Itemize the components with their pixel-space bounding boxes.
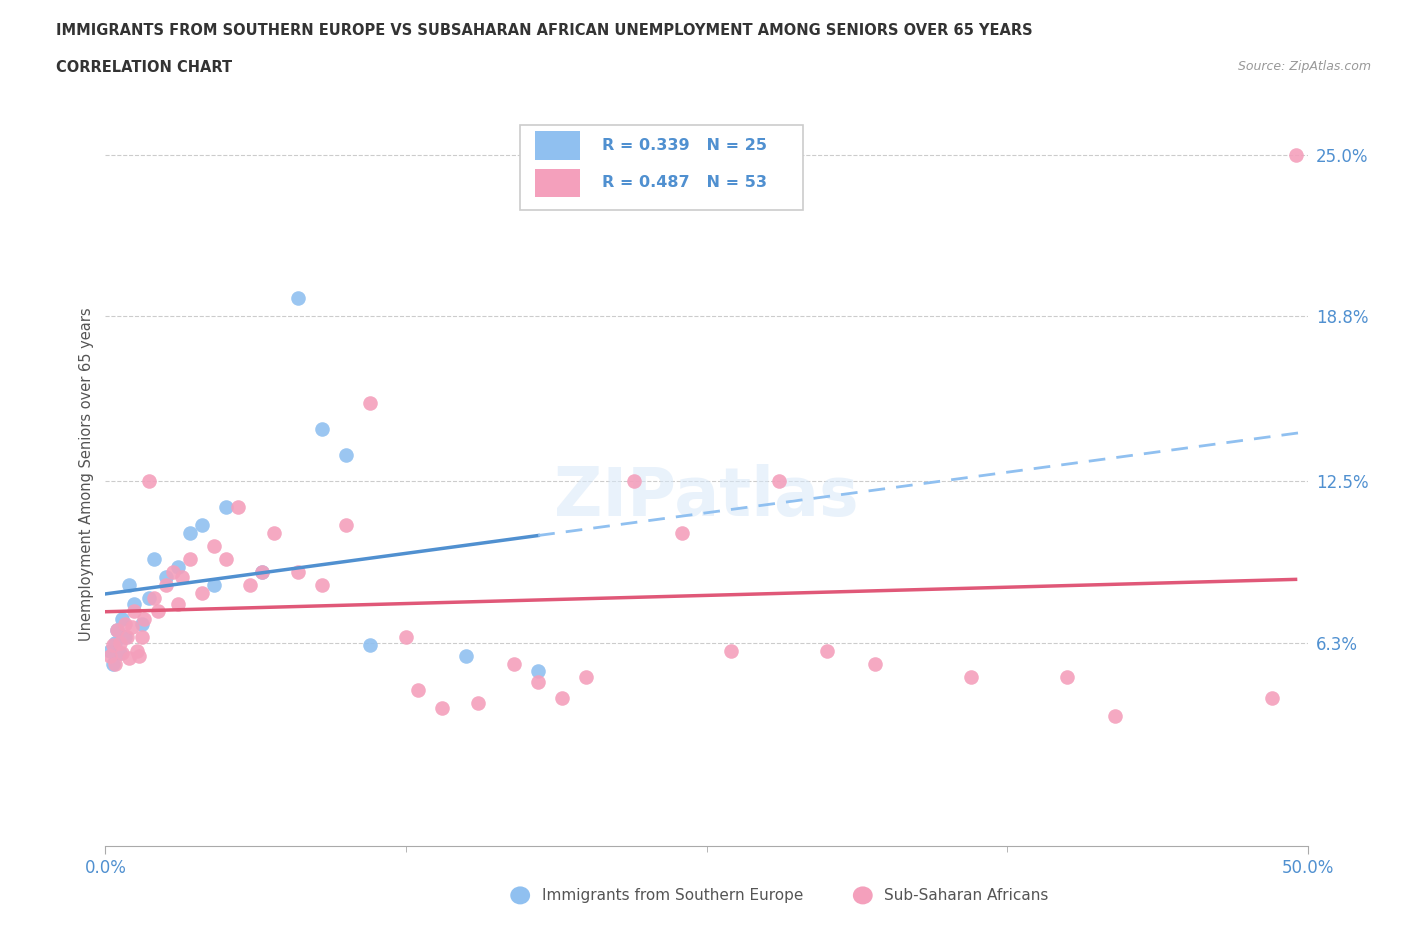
Point <box>214 499 236 514</box>
FancyBboxPatch shape <box>534 168 581 197</box>
Point <box>98 648 121 663</box>
Point <box>162 565 184 579</box>
Point <box>124 596 146 611</box>
Text: Immigrants from Southern Europe: Immigrants from Southern Europe <box>541 888 803 903</box>
Point <box>202 578 225 592</box>
Point <box>155 570 177 585</box>
Point <box>335 518 357 533</box>
Point <box>131 630 153 644</box>
Text: ZIPatlas: ZIPatlas <box>554 464 859 529</box>
Point <box>623 473 645 488</box>
Point <box>118 651 141 666</box>
Text: Source: ZipAtlas.com: Source: ZipAtlas.com <box>1237 60 1371 73</box>
Point <box>311 421 333 436</box>
Point <box>1284 147 1306 162</box>
Point <box>98 643 121 658</box>
Text: IMMIGRANTS FROM SOUTHERN EUROPE VS SUBSAHARAN AFRICAN UNEMPLOYMENT AMONG SENIORS: IMMIGRANTS FROM SOUTHERN EUROPE VS SUBSA… <box>56 23 1033 38</box>
Point <box>359 638 381 653</box>
Text: R = 0.339   N = 25: R = 0.339 N = 25 <box>602 138 766 153</box>
Point <box>863 657 886 671</box>
Point <box>671 525 693 540</box>
Point <box>107 622 129 637</box>
Point <box>155 578 177 592</box>
Point <box>395 630 418 644</box>
Point <box>138 591 160 605</box>
Point <box>132 612 155 627</box>
Text: Sub-Saharan Africans: Sub-Saharan Africans <box>884 888 1049 903</box>
Point <box>250 565 273 579</box>
Point <box>179 525 201 540</box>
Point <box>815 643 838 658</box>
Point <box>527 664 550 679</box>
Point <box>454 648 477 663</box>
Point <box>720 643 742 658</box>
Text: R = 0.487   N = 53: R = 0.487 N = 53 <box>602 175 766 190</box>
Point <box>124 604 146 618</box>
Point <box>575 670 598 684</box>
Point <box>104 657 127 671</box>
Text: CORRELATION CHART: CORRELATION CHART <box>56 60 232 75</box>
Point <box>111 645 134 660</box>
Point <box>172 570 194 585</box>
Point <box>108 635 131 650</box>
Point <box>111 612 134 627</box>
Y-axis label: Unemployment Among Seniors over 65 years: Unemployment Among Seniors over 65 years <box>79 308 94 641</box>
Point <box>166 596 188 611</box>
FancyBboxPatch shape <box>520 125 803 210</box>
Point <box>166 560 188 575</box>
Point <box>768 473 790 488</box>
Point <box>287 565 309 579</box>
Point <box>125 643 148 658</box>
Point <box>239 578 262 592</box>
Point <box>148 604 170 618</box>
Point <box>1260 690 1282 705</box>
Point <box>104 635 127 650</box>
Point <box>226 499 249 514</box>
Ellipse shape <box>510 886 530 904</box>
Point <box>359 395 381 410</box>
Ellipse shape <box>853 886 873 904</box>
Point <box>121 619 143 634</box>
Point <box>214 551 236 566</box>
Point <box>179 551 201 566</box>
Point <box>202 538 225 553</box>
Point <box>287 291 309 306</box>
Point <box>108 645 131 660</box>
Point <box>1056 670 1078 684</box>
Point <box>107 622 129 637</box>
Point <box>250 565 273 579</box>
FancyBboxPatch shape <box>534 131 581 160</box>
Point <box>551 690 574 705</box>
Point <box>142 551 165 566</box>
Point <box>114 630 136 644</box>
Point <box>335 447 357 462</box>
Point <box>115 630 138 644</box>
Point <box>263 525 285 540</box>
Point <box>311 578 333 592</box>
Point <box>101 638 124 653</box>
Point <box>190 518 212 533</box>
Point <box>128 648 150 663</box>
Point <box>406 683 429 698</box>
Point <box>101 657 124 671</box>
Point <box>142 591 165 605</box>
Point <box>467 696 489 711</box>
Point <box>131 617 153 631</box>
Point <box>190 586 212 601</box>
Point <box>118 578 141 592</box>
Point <box>114 617 136 631</box>
Point <box>960 670 983 684</box>
Point <box>503 657 526 671</box>
Point <box>1104 709 1126 724</box>
Point <box>430 700 453 715</box>
Point <box>138 473 160 488</box>
Point <box>527 674 550 689</box>
